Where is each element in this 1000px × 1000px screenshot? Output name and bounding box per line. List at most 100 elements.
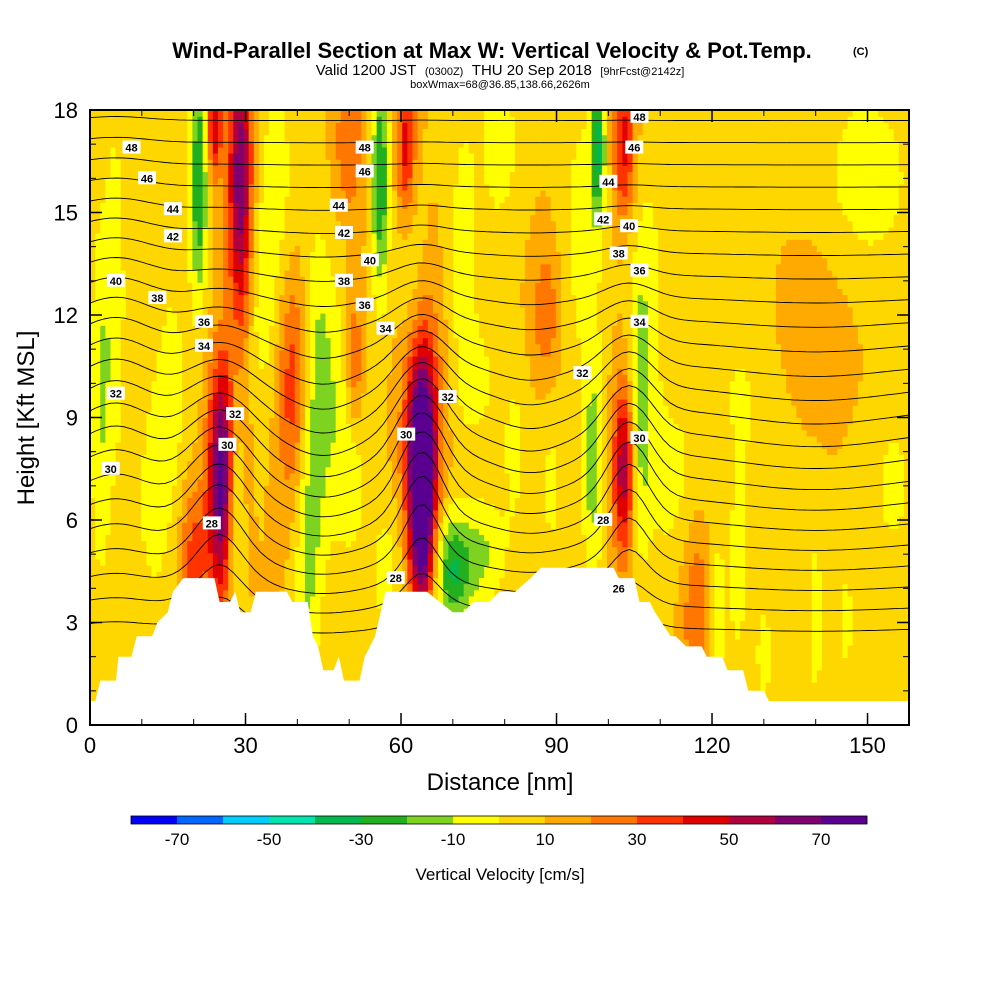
velocity-cell: [95, 534, 101, 542]
velocity-cell: [345, 558, 352, 566]
velocity-cell: [136, 620, 142, 628]
velocity-cell: [883, 694, 890, 701]
velocity-cell: [878, 577, 885, 585]
velocity-cell: [878, 620, 885, 628]
velocity-cell: [770, 602, 777, 609]
velocity-cell: [238, 546, 245, 554]
velocity-cell: [197, 528, 204, 535]
velocity-cell: [386, 540, 393, 548]
velocity-cell: [310, 614, 316, 622]
velocity-cell: [832, 608, 838, 615]
velocity-cell: [228, 571, 234, 578]
velocity-cell: [745, 663, 751, 671]
chart-title: Wind-Parallel Section at Max W: Vertical…: [172, 38, 812, 63]
velocity-cell: [448, 552, 455, 560]
velocity-cell: [494, 577, 501, 585]
velocity-cell: [110, 645, 117, 652]
velocity-cell: [90, 657, 96, 665]
velocity-cell: [279, 577, 286, 585]
velocity-cell: [688, 552, 695, 560]
velocity-cell: [709, 595, 716, 603]
velocity-cell: [315, 546, 321, 554]
velocity-cell: [786, 565, 792, 572]
velocity-cell: [550, 534, 557, 542]
velocity-cell: [530, 546, 536, 554]
velocity-cell: [868, 595, 874, 603]
velocity-cell: [868, 620, 874, 628]
velocity-cell: [893, 540, 900, 548]
velocity-cell: [878, 571, 885, 578]
copyright-mark: (C): [853, 46, 869, 58]
velocity-cell: [596, 534, 603, 542]
velocity-cell: [868, 552, 874, 560]
velocity-cell: [745, 589, 751, 597]
velocity-cell: [361, 632, 368, 640]
velocity-cell: [903, 651, 909, 658]
velocity-cell: [668, 608, 675, 615]
velocity-cell: [796, 669, 803, 677]
velocity-cell: [837, 620, 844, 628]
velocity-cell: [719, 602, 726, 609]
velocity-cell: [862, 571, 869, 578]
velocity-cell: [473, 583, 480, 591]
velocity-cell: [709, 620, 716, 628]
velocity-cell: [842, 694, 849, 701]
velocity-cell: [299, 546, 306, 554]
velocity-cell: [412, 558, 419, 566]
velocity-cell: [775, 632, 782, 640]
velocity-cell: [100, 645, 106, 652]
velocity-cell: [289, 540, 296, 548]
valid-time: Valid 1200 JST: [316, 62, 417, 79]
velocity-cell: [862, 669, 869, 677]
velocity-cell: [489, 534, 495, 542]
velocity-cell: [857, 565, 864, 572]
velocity-cell: [95, 589, 101, 597]
velocity-cell: [765, 565, 772, 572]
velocity-cell: [530, 534, 536, 542]
velocity-cell: [264, 540, 270, 548]
velocity-cell: [340, 663, 347, 671]
velocity-cell: [724, 620, 731, 628]
velocity-cell: [453, 534, 460, 542]
velocity-cell: [842, 688, 849, 695]
velocity-cell: [704, 645, 710, 652]
velocity-cell: [750, 669, 757, 677]
velocity-cell: [765, 669, 772, 677]
velocity-cell: [898, 645, 905, 652]
velocity-cell: [806, 657, 813, 665]
velocity-cell: [217, 583, 224, 591]
velocity-cell: [827, 571, 833, 578]
velocity-cell: [468, 540, 475, 548]
velocity-cell: [146, 577, 153, 585]
velocity-cell: [724, 595, 731, 603]
velocity-cell: [182, 540, 188, 548]
velocity-cell: [806, 688, 813, 695]
velocity-cell: [125, 608, 132, 615]
velocity-cell: [473, 546, 480, 554]
velocity-cell: [177, 546, 183, 554]
velocity-cell: [258, 552, 265, 560]
velocity-cell: [412, 571, 419, 578]
velocity-cell: [765, 589, 772, 597]
velocity-cell: [888, 583, 895, 591]
velocity-cell: [740, 565, 746, 572]
velocity-cell: [842, 589, 849, 597]
velocity-cell: [576, 558, 582, 566]
velocity-cell: [770, 534, 777, 542]
velocity-cell: [729, 546, 736, 554]
velocity-cell: [320, 577, 327, 585]
velocity-cell: [110, 620, 117, 628]
velocity-cell: [781, 571, 787, 578]
velocity-cell: [632, 552, 639, 560]
velocity-cell: [499, 552, 506, 560]
velocity-cell: [740, 651, 746, 658]
velocity-cell: [310, 552, 316, 560]
velocity-cell: [95, 663, 101, 671]
velocity-cell: [560, 558, 567, 566]
velocity-cell: [816, 583, 823, 591]
velocity-cell: [617, 552, 623, 560]
velocity-cell: [115, 595, 122, 603]
velocity-cell: [171, 546, 178, 554]
velocity-cell: [212, 552, 219, 560]
velocity-cell: [289, 595, 296, 603]
